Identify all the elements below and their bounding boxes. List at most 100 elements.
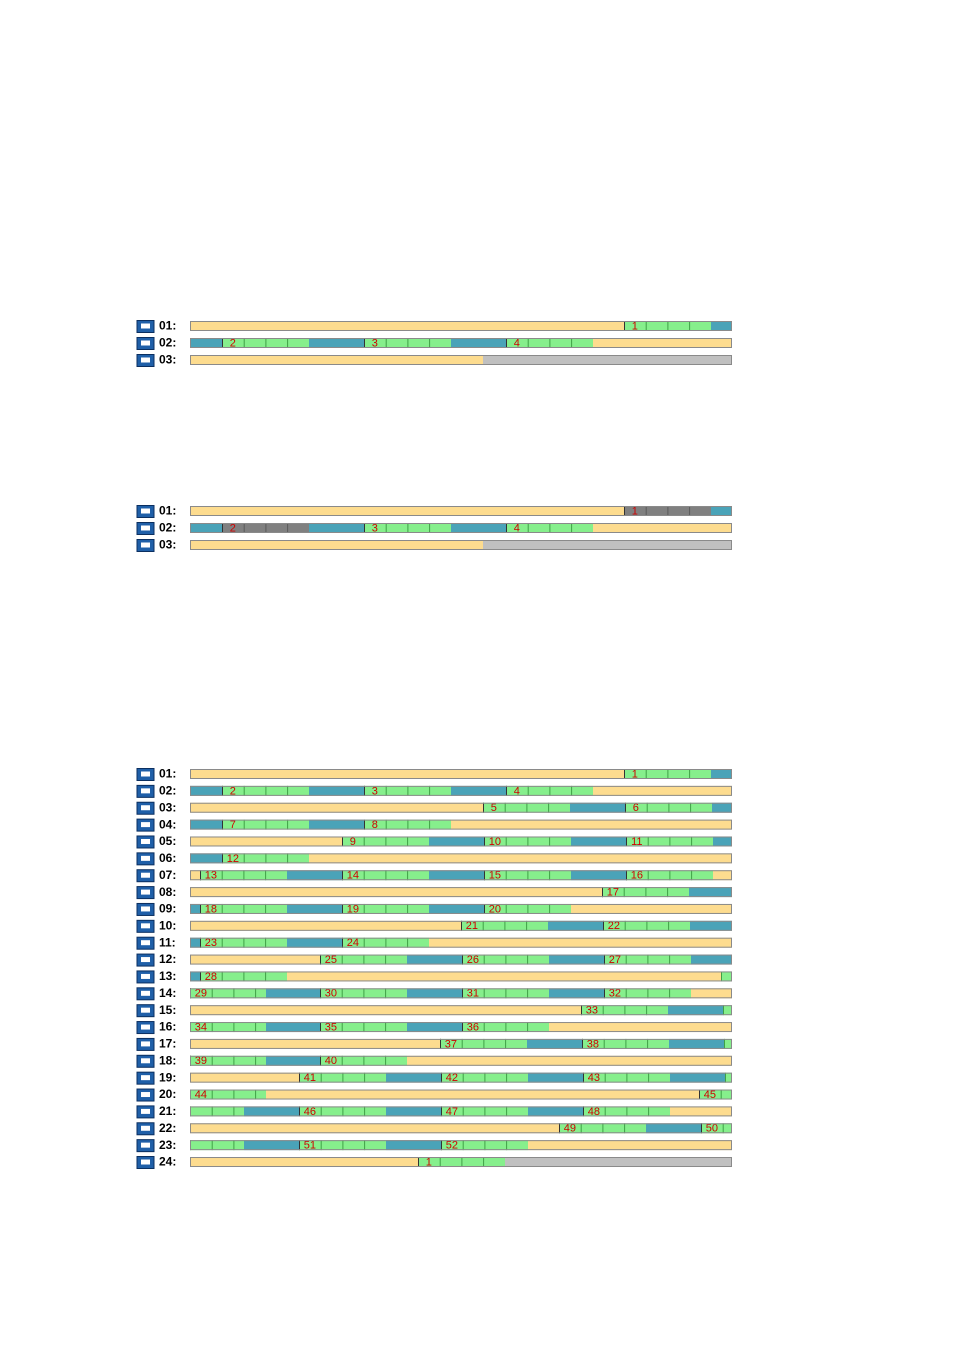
segment — [190, 506, 624, 516]
file-number: 40 — [325, 1055, 337, 1067]
file-number: 43 — [588, 1072, 600, 1084]
track-border — [190, 819, 732, 830]
track-border — [190, 836, 732, 847]
file-number: 1 — [632, 768, 638, 780]
segment — [309, 338, 364, 348]
file-number: 4 — [514, 522, 520, 534]
segment — [690, 920, 732, 931]
segment — [309, 853, 732, 864]
file-number: 13 — [205, 870, 217, 882]
track-border — [190, 1089, 732, 1100]
segment — [571, 836, 626, 847]
segment — [699, 1089, 732, 1100]
segment — [190, 523, 222, 533]
file-number: 16 — [631, 870, 643, 882]
row-label: 24: — [159, 1155, 176, 1169]
drive-icon-slot — [141, 1108, 150, 1114]
row-label: 01: — [159, 319, 176, 333]
drive-icon-slot — [141, 1075, 150, 1081]
segment — [407, 954, 462, 965]
row-label: 23: — [159, 1138, 176, 1152]
file-number: 6 — [633, 802, 639, 814]
file-number: 2 — [230, 785, 236, 797]
file-number: 1 — [632, 505, 638, 517]
track-border — [190, 540, 732, 550]
segment — [190, 355, 483, 365]
file-number: 42 — [446, 1072, 458, 1084]
file-number: 8 — [372, 819, 378, 831]
track-border — [190, 988, 732, 999]
segment — [549, 954, 604, 965]
segment — [309, 785, 364, 796]
segment — [266, 988, 320, 999]
file-number: 47 — [446, 1106, 458, 1118]
file-number: 46 — [304, 1106, 316, 1118]
row-label: 20: — [159, 1087, 176, 1101]
segment — [527, 1038, 582, 1049]
segment — [711, 506, 732, 516]
segment — [190, 321, 624, 331]
file-number: 3 — [372, 337, 378, 349]
track-border — [190, 1005, 732, 1016]
track-border — [190, 853, 732, 864]
segment — [711, 769, 732, 779]
drive-icon-slot — [141, 1007, 150, 1013]
segment — [669, 1038, 724, 1049]
file-number: 22 — [608, 920, 620, 932]
segment — [287, 903, 342, 914]
segment — [646, 1123, 701, 1134]
row-label: 12: — [159, 952, 176, 966]
file-number: 19 — [347, 903, 359, 915]
file-number: 17 — [607, 886, 619, 898]
segment — [190, 853, 222, 864]
segment — [593, 523, 732, 533]
drive-icon-slot — [141, 508, 150, 514]
row-label: 21: — [159, 1104, 176, 1118]
drive-icon-slot — [141, 1058, 150, 1064]
row-label: 13: — [159, 969, 176, 983]
track-border — [190, 506, 732, 516]
file-number: 51 — [304, 1140, 316, 1152]
row-label: 02: — [159, 336, 176, 350]
row-label: 19: — [159, 1070, 176, 1084]
row-label: 05: — [159, 834, 176, 848]
file-number: 39 — [195, 1055, 207, 1067]
row-label: 22: — [159, 1121, 176, 1135]
drive-icon-slot — [141, 805, 150, 811]
row-label: 09: — [159, 902, 176, 916]
segment — [190, 769, 624, 779]
segment — [309, 523, 364, 533]
row-label: 01: — [159, 504, 176, 518]
file-number: 4 — [514, 785, 520, 797]
segment — [190, 836, 342, 847]
row-label: 14: — [159, 986, 176, 1000]
segment — [287, 937, 342, 948]
segment — [593, 338, 732, 348]
row-label: 02: — [159, 784, 176, 798]
file-number: 29 — [195, 988, 207, 1000]
file-number: 36 — [467, 1021, 479, 1033]
file-number: 4 — [514, 337, 520, 349]
segment — [724, 1038, 732, 1049]
segment — [244, 1140, 299, 1151]
segment — [670, 1106, 732, 1117]
track-border — [190, 920, 732, 931]
drive-icon-slot — [141, 788, 150, 794]
drive-icon-slot — [141, 889, 150, 895]
drive-icon-slot — [141, 973, 150, 979]
row-label: 01: — [159, 767, 176, 781]
row-label: 07: — [159, 868, 176, 882]
file-number: 3 — [372, 522, 378, 534]
segment — [190, 937, 200, 948]
segment — [407, 1055, 732, 1066]
drive-icon-slot — [141, 357, 150, 363]
segment — [689, 887, 732, 898]
drive-icon-slot — [141, 1125, 150, 1131]
segment — [713, 870, 732, 881]
track-border — [190, 321, 732, 331]
row-label: 03: — [159, 800, 176, 814]
row-label: 03: — [159, 353, 176, 367]
segment — [190, 1038, 440, 1049]
drive-icon-slot — [141, 525, 150, 531]
